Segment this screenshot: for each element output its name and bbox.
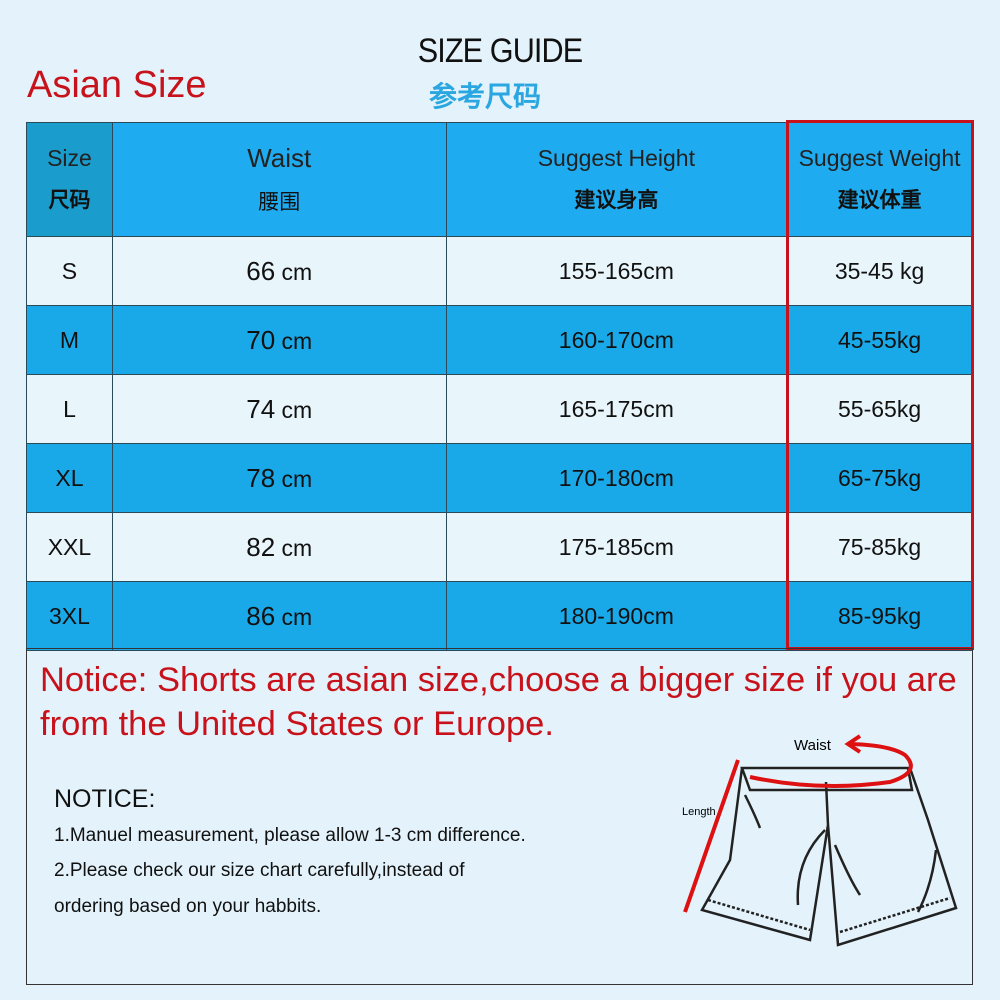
col-height: Suggest Height 建议身高: [445, 122, 788, 237]
notice-panel: [26, 648, 973, 985]
note-line: 1.Manuel measurement, please allow 1-3 c…: [54, 825, 526, 846]
waist-cell: 66 cm: [111, 236, 447, 306]
col-waist: Waist 腰围: [111, 122, 447, 237]
shorts-diagram: Waist Length: [682, 734, 958, 947]
size-cell: XXL: [26, 512, 113, 582]
size-cell: XL: [26, 443, 113, 513]
col-size: Size 尺码: [26, 122, 113, 237]
height-cell: 165-175cm: [445, 374, 788, 444]
waist-cell: 70 cm: [111, 305, 447, 375]
col-weight: Suggest Weight 建议体重: [786, 122, 973, 237]
length-label: Length: [682, 806, 716, 818]
note-line: 2.Please check our size chart carefully,…: [54, 860, 465, 881]
height-cell: 180-190cm: [445, 581, 788, 651]
notice-banner: Notice: Shorts are asian size,choose a b…: [40, 661, 957, 743]
weight-cell: 65-75kg: [786, 443, 973, 513]
waist-cell: 86 cm: [111, 581, 447, 651]
weight-cell: 75-85kg: [786, 512, 973, 582]
waist-label: Waist: [794, 737, 832, 754]
weight-cell: 55-65kg: [786, 374, 973, 444]
notes-heading: NOTICE:: [54, 785, 156, 813]
table-row: XXL 82 cm 175-185cm 75-85kg: [26, 512, 973, 582]
height-cell: 175-185cm: [445, 512, 788, 582]
page-title: SIZE GUIDE: [417, 32, 583, 70]
table-row: S 66 cm 155-165cm 35-45 kg: [26, 236, 973, 306]
size-cell: 3XL: [26, 581, 113, 651]
region-label: Asian Size: [27, 64, 207, 106]
note-line: ordering based on your habbits.: [54, 896, 322, 917]
waist-cell: 74 cm: [111, 374, 447, 444]
size-table: Size 尺码 Waist 腰围 Suggest Height 建议身高 Sugges…: [26, 122, 973, 651]
length-line: [683, 759, 740, 913]
height-cell: 160-170cm: [445, 305, 788, 375]
waist-cell: 82 cm: [111, 512, 447, 582]
waist-arrow: [749, 742, 913, 788]
table-header: Size 尺码 Waist 腰围 Suggest Height 建议身高 Sugges…: [26, 122, 973, 237]
page-subtitle: 参考尺码: [428, 81, 541, 112]
size-cell: L: [26, 374, 113, 444]
size-cell: S: [26, 236, 113, 306]
table-row: XL 78 cm 170-180cm 65-75kg: [26, 443, 973, 513]
arrow-head-icon: [844, 734, 862, 754]
weight-cell: 45-55kg: [786, 305, 973, 375]
height-cell: 170-180cm: [445, 443, 788, 513]
table-row: M 70 cm 160-170cm 45-55kg: [26, 305, 973, 375]
table-row: L 74 cm 165-175cm 55-65kg: [26, 374, 973, 444]
shorts-outline: [700, 766, 958, 947]
waist-cell: 78 cm: [111, 443, 447, 513]
table-row: 3XL 86 cm 180-190cm 85-95kg: [26, 581, 973, 651]
size-cell: M: [26, 305, 113, 375]
height-cell: 155-165cm: [445, 236, 788, 306]
weight-highlight-box: [786, 120, 974, 650]
weight-cell: 85-95kg: [786, 581, 973, 651]
